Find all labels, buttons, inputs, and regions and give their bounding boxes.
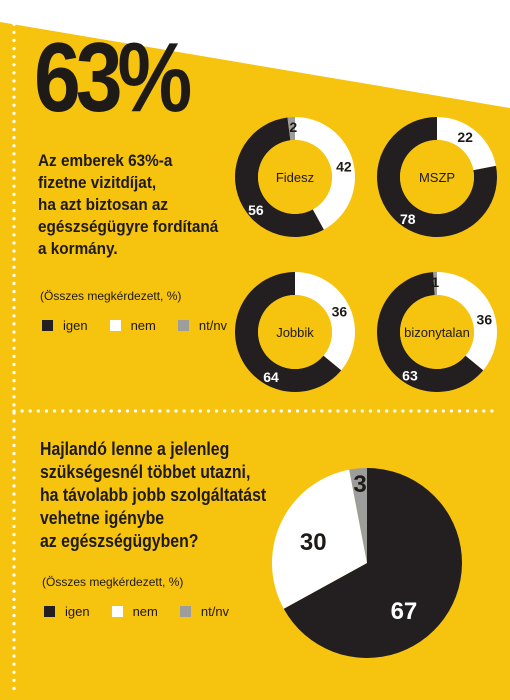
donut-chart: Jobbik 64 36: [235, 272, 356, 392]
donut-hole: [400, 295, 474, 369]
data-label-no: 36: [332, 303, 348, 319]
data-label-no: 30: [300, 529, 327, 556]
legend-item-dk: nt/nv: [177, 318, 228, 333]
legend-swatch-no: [111, 606, 123, 617]
data-label-dk: 2: [289, 119, 297, 135]
headline-line: egészségügyre fordítaná: [38, 217, 219, 236]
donut-hole: [400, 140, 474, 214]
headline-percent: 63%: [34, 22, 192, 132]
donut-center-label: Fidesz: [276, 170, 314, 185]
slice-no: [295, 117, 355, 230]
legend-top: igen nem nt/nv: [42, 318, 249, 333]
question2-note: (Összes megkérdezett, %): [42, 575, 184, 589]
legend-label-yes: igen: [63, 318, 88, 333]
question2-text: Hajlandó lenne a jelenleg szükségesnél t…: [40, 438, 278, 553]
donut-hole: [258, 140, 332, 214]
headline-question: Az emberek 63%-a fizetne vizitdíjat, ha …: [38, 150, 236, 260]
slice-no: [437, 117, 496, 171]
data-label-yes: 78: [400, 211, 416, 227]
slice-yes: [234, 117, 324, 237]
donut-center-label: Jobbik: [276, 325, 314, 340]
legend-swatch-no: [109, 320, 121, 331]
data-label-no: 42: [336, 159, 352, 175]
data-label-yes: 63: [402, 367, 418, 383]
data-label-dk: 1: [431, 274, 439, 290]
donut-center-label: MSZP: [419, 170, 455, 185]
legend-item-yes: igen: [42, 318, 88, 333]
legend-label-no: nem: [132, 604, 158, 619]
donut-chart: bizonytalan 63 36 1: [377, 272, 498, 392]
legend-item-no: nem: [111, 604, 158, 619]
legend-label-yes: igen: [65, 604, 90, 619]
slice-yes: [377, 117, 497, 237]
data-label-no: 36: [477, 311, 493, 327]
headline-line: a kormány.: [38, 239, 118, 258]
donut-center-label: bizonytalan: [404, 325, 470, 340]
legend-item-yes: igen: [44, 604, 90, 619]
data-label-yes: 67: [391, 598, 418, 625]
question2-line: Hajlandó lenne a jelenleg: [40, 439, 230, 459]
data-label-dk: 3: [353, 471, 366, 498]
slice-dk: [287, 117, 295, 141]
legend-swatch-dk: [177, 320, 189, 331]
legend-label-no: nem: [130, 318, 156, 333]
question2-line: szükségesnél többet utazni,: [40, 462, 251, 482]
legend-label-dk: nt/nv: [198, 318, 228, 333]
slice-yes: [377, 272, 484, 392]
legend-label-dk: nt/nv: [200, 604, 230, 619]
legend-swatch-dk: [179, 606, 191, 617]
slice-yes: [283, 468, 462, 658]
slice-no: [295, 272, 356, 371]
headline-line: ha azt biztosan az: [38, 195, 169, 214]
question2-line: vehetne igénybe: [40, 508, 165, 528]
white-corner-shape: [0, 0, 510, 108]
headline-line: Az emberek 63%-a: [38, 151, 173, 170]
legend-item-dk: nt/nv: [179, 604, 230, 619]
question2-line: az egészségügyben?: [40, 531, 199, 551]
legend-swatch-yes: [42, 320, 53, 331]
legend-item-no: nem: [109, 318, 156, 333]
donut-chart: Fidesz 56 42 2: [234, 117, 355, 237]
data-label-yes: 64: [263, 369, 279, 385]
headline-line: fizetne vizitdíjat,: [38, 173, 157, 192]
data-label-yes: 56: [248, 202, 264, 218]
question2-line: ha távolabb jobb szolgáltatást: [40, 485, 267, 505]
legend-swatch-yes: [44, 606, 55, 617]
headline-note: (Összes megkérdezett, %): [40, 289, 182, 303]
pie-chart: 67 30 3: [272, 468, 462, 658]
donut-chart: MSZP 78 22: [377, 117, 497, 237]
legend-bottom: igen nem nt/nv: [44, 604, 251, 619]
slice-no: [272, 469, 367, 609]
slice-dk: [433, 272, 437, 296]
slice-no: [437, 272, 498, 371]
slice-dk: [349, 468, 367, 563]
donut-hole: [258, 295, 332, 369]
data-label-no: 22: [457, 129, 473, 145]
slice-yes: [235, 272, 342, 392]
